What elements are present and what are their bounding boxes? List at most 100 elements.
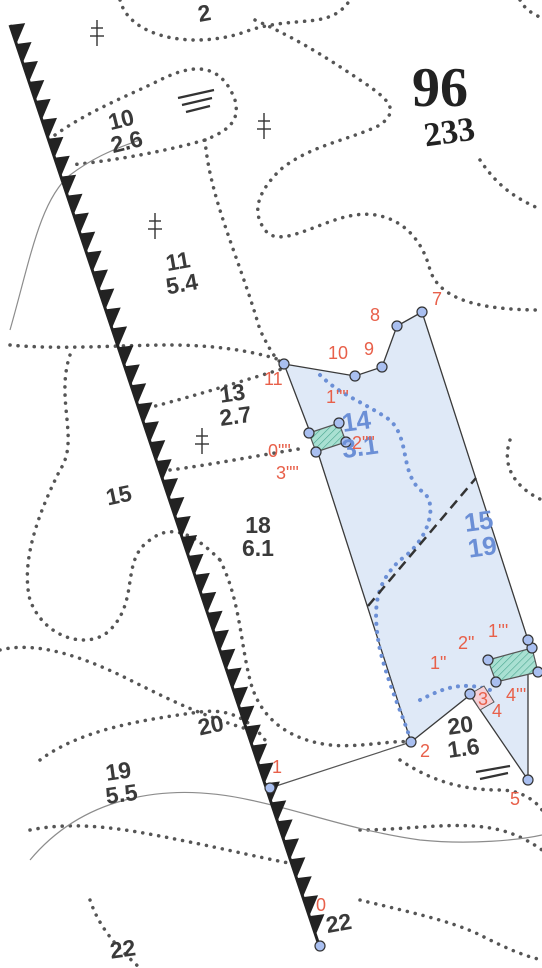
vertex-point[interactable]	[405, 736, 417, 748]
plot-label-13: 13 2.7	[215, 378, 253, 431]
boundary-plot-2	[118, 0, 352, 42]
sawtooth-tooth	[137, 402, 153, 424]
vertex-point[interactable]	[376, 361, 388, 373]
map-symbols	[90, 20, 511, 781]
vertex-point[interactable]	[522, 774, 534, 786]
sawtooth-tooth	[29, 79, 45, 101]
plot-area: 5.5	[103, 778, 140, 809]
sawtooth-tooth	[105, 307, 121, 329]
boundary-plot-11-west	[203, 138, 287, 367]
block-area: 233	[421, 110, 478, 155]
vertex-point[interactable]	[349, 370, 361, 382]
boundary-block-96	[253, 18, 542, 312]
sawtooth-tooth	[150, 440, 166, 462]
vertex-label-8: 8	[370, 305, 381, 325]
vertex-label-5: 5	[510, 789, 521, 809]
vertex-point[interactable]	[532, 666, 542, 678]
vertex-label-1-quad: 1""	[326, 387, 349, 407]
boundary-east-1	[478, 158, 542, 212]
sawtooth-tooth	[48, 136, 64, 158]
vertex-point[interactable]	[522, 634, 534, 646]
vertex-point[interactable]	[278, 358, 290, 370]
vertex-label-10: 10	[328, 343, 349, 363]
sawtooth-tooth	[22, 60, 38, 82]
swamp-icon	[475, 764, 511, 781]
vertex-point[interactable]	[303, 427, 315, 439]
sawtooth-tooth	[130, 383, 147, 405]
tree-icon	[257, 113, 271, 139]
boundary-plot-10	[53, 67, 238, 167]
boundary-plot-11-south	[8, 343, 282, 362]
tree-icon	[148, 213, 162, 239]
vertex-label-1-tri: 1'''	[488, 621, 509, 641]
vertex-label-1: 1	[272, 757, 283, 777]
stream-line-south	[29, 791, 542, 861]
stream-line-north	[9, 139, 141, 331]
parcel-division-line	[367, 477, 477, 607]
swamp-icon	[177, 88, 215, 114]
sawtooth-tooth	[283, 838, 299, 860]
boundary-plot-18-south	[218, 558, 412, 748]
vertex-point[interactable]	[310, 446, 322, 458]
boundary-plot-19-north	[38, 709, 267, 762]
sawtooth-tooth	[277, 819, 293, 841]
plot-label-22-west: 22	[108, 934, 138, 964]
boundary-plot-22-east	[358, 898, 542, 962]
sawtooth-tooth	[175, 516, 191, 537]
tree-icon	[90, 20, 104, 46]
sawtooth-tooth	[290, 857, 306, 879]
vertex-label-4-tri: 4'''	[506, 685, 527, 705]
vertex-point[interactable]	[490, 676, 502, 688]
vertex-point[interactable]	[416, 306, 428, 318]
sawtooth-tooth	[271, 800, 287, 822]
boundary-plot-15	[25, 353, 222, 642]
plot-number: 18	[245, 512, 271, 538]
plot-number: 22	[323, 907, 354, 939]
parcel-inner-boundary	[318, 373, 433, 744]
sawtooth-tooth	[239, 705, 255, 727]
boundary-plot-22	[88, 898, 142, 968]
vertex-point[interactable]	[333, 417, 345, 429]
vertex-label-4-inner: 4	[492, 701, 503, 721]
vertex-label-9: 9	[364, 339, 375, 359]
vertex-points	[264, 306, 542, 952]
sawtooth-tooth	[162, 478, 178, 499]
sawtooth-tooth	[296, 876, 312, 898]
sawtooth-tooth	[156, 459, 172, 481]
vertex-label-0: 0	[316, 895, 327, 915]
vertex-point[interactable]	[391, 320, 403, 332]
segment-1-2	[269, 741, 412, 789]
vertex-label-2: 2	[420, 741, 431, 761]
sawtooth-tooth	[111, 326, 128, 348]
sawtooth-tooth	[194, 572, 210, 594]
vertex-label-1-dbl: 1"	[430, 653, 447, 673]
tree-icon	[195, 428, 209, 454]
plot-label-20-west: 20	[195, 709, 226, 741]
plot-label-15: 15	[103, 479, 134, 511]
vertex-point[interactable]	[464, 688, 476, 700]
sawtooth-tooth	[86, 250, 102, 272]
pink-subparcel	[469, 685, 495, 711]
sawtooth-tooth	[16, 42, 32, 63]
sawtooth-tooth	[118, 345, 134, 367]
sawtooth-tooth	[10, 23, 26, 44]
sawtooth-tooth	[213, 629, 229, 651]
vertex-point[interactable]	[314, 940, 326, 952]
sawtooth-tooth	[220, 648, 236, 670]
vertex-point[interactable]	[340, 436, 352, 448]
sawtooth-tooth	[207, 610, 223, 632]
sawtooth-tooth	[232, 686, 249, 708]
sawtooth-tooth	[124, 364, 140, 386]
plot-area: 19	[465, 530, 499, 564]
sawtooth-tooth	[60, 174, 77, 196]
sawtooth-tooth	[35, 98, 51, 120]
sawtooth-tooth	[188, 553, 204, 575]
plot-number: 15	[103, 479, 134, 511]
plot-number: 20	[195, 709, 226, 741]
vertex-point[interactable]	[264, 782, 276, 794]
sawtooth-tooth	[73, 212, 89, 234]
plot-number: 22	[108, 934, 138, 964]
boundary-plot-13	[138, 366, 287, 412]
vertex-point[interactable]	[482, 654, 494, 666]
